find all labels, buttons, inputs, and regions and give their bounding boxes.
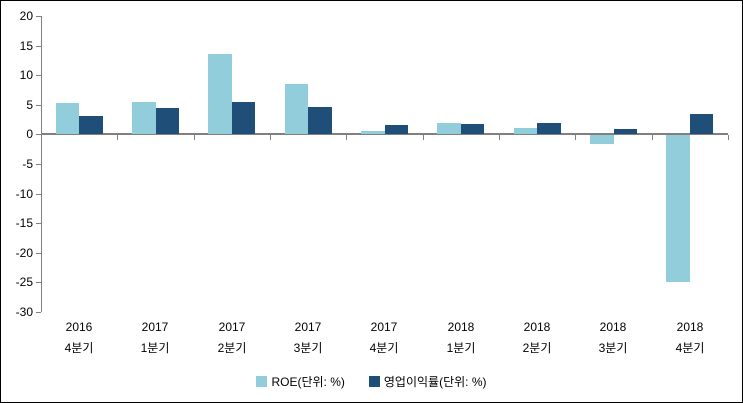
y-axis-tick	[36, 282, 41, 283]
x-axis-label: 2018 1분기	[423, 317, 499, 359]
x-axis-label-year: 2017	[370, 320, 398, 334]
x-axis-tick	[652, 135, 653, 140]
bar-roe	[55, 103, 80, 135]
legend-swatch-operating-margin-icon	[368, 376, 380, 387]
y-axis-label: -15	[15, 216, 33, 230]
x-axis-label-quarter: 3분기	[598, 341, 628, 355]
legend: ROE(단위: %) 영업이익률(단위: %)	[1, 373, 742, 390]
y-axis-label: 15	[19, 39, 33, 53]
bar-operating-margin	[79, 115, 103, 135]
bar-operating-margin	[689, 114, 714, 135]
x-axis-label-year: 2016	[65, 320, 93, 334]
x-axis-label-year: 2017	[218, 320, 246, 334]
bar-operating-margin	[308, 107, 332, 135]
x-axis-label: 2017 4분기	[346, 317, 422, 359]
y-axis-tick	[36, 223, 41, 224]
x-axis-label-quarter: 4분기	[369, 341, 399, 355]
x-axis-label: 2017 3분기	[270, 317, 346, 359]
bar-roe	[666, 135, 690, 283]
y-axis-tick	[36, 253, 41, 254]
legend-swatch-roe-icon	[256, 376, 268, 387]
x-axis-label-year: 2017	[294, 320, 322, 334]
x-axis-label: 2018 3분기	[575, 317, 651, 359]
legend-label-roe: ROE(단위: %)	[271, 375, 345, 389]
bar-roe	[361, 130, 385, 135]
x-axis-tick	[117, 135, 118, 140]
y-axis-label: 20	[19, 9, 33, 23]
bar-roe	[284, 84, 309, 135]
x-axis-label-quarter: 1분기	[446, 341, 476, 355]
bar-operating-margin	[231, 102, 256, 135]
x-axis-label: 2017 1분기	[117, 317, 193, 359]
x-axis-label-year: 2018	[599, 320, 627, 334]
bar-operating-margin	[613, 128, 637, 135]
x-axis-label: 2018 2분기	[499, 317, 575, 359]
y-axis-label: 10	[19, 68, 33, 82]
y-axis-tick	[36, 16, 41, 17]
y-axis-label: -5	[22, 157, 33, 171]
x-axis-label-year: 2017	[141, 320, 169, 334]
x-axis-label: 2018 4분기	[652, 317, 728, 359]
x-axis-label-year: 2018	[523, 320, 551, 334]
bar-operating-margin	[384, 124, 408, 135]
y-axis-label: 0	[26, 127, 33, 141]
bar-operating-margin	[460, 124, 485, 135]
y-axis-line	[41, 16, 42, 312]
legend-label-operating-margin: 영업이익률(단위: %)	[383, 375, 487, 389]
x-axis-label: 2016 4분기	[41, 317, 117, 359]
x-axis-label-year: 2018	[447, 320, 475, 334]
x-axis-label-quarter: 4분기	[675, 341, 705, 355]
x-axis-label-quarter: 2분기	[522, 341, 552, 355]
y-axis-label: -25	[15, 275, 33, 289]
bar-roe	[513, 127, 538, 135]
y-axis-label: -30	[15, 305, 33, 319]
x-axis-label-quarter: 4분기	[64, 341, 94, 355]
y-axis-label: -10	[15, 187, 33, 201]
bar-roe	[208, 53, 232, 135]
bar-roe	[132, 101, 156, 135]
x-axis-tick	[346, 135, 347, 140]
x-axis-label: 2017 2분기	[194, 317, 270, 359]
x-axis-tick	[575, 135, 576, 140]
y-axis-tick	[36, 312, 41, 313]
y-axis-tick	[36, 46, 41, 47]
y-axis-tick	[36, 75, 41, 76]
bar-roe	[437, 122, 461, 135]
y-axis-label: 5	[26, 98, 33, 112]
y-axis-tick	[36, 134, 41, 135]
x-axis-label-quarter: 3분기	[293, 341, 323, 355]
x-axis-tick	[499, 135, 500, 140]
y-axis-tick	[36, 194, 41, 195]
x-axis-label-quarter: 2분기	[217, 341, 247, 355]
bar-operating-margin	[155, 107, 179, 135]
legend-item-roe: ROE(단위: %)	[256, 373, 345, 390]
x-axis-tick	[270, 135, 271, 140]
y-axis-tick	[36, 164, 41, 165]
x-axis-tick	[194, 135, 195, 140]
x-axis-tick	[728, 135, 729, 140]
legend-item-operating-margin: 영업이익률(단위: %)	[368, 373, 487, 390]
x-axis-label-quarter: 1분기	[140, 341, 170, 355]
y-axis-label: -20	[15, 246, 33, 260]
x-axis-label-year: 2018	[676, 320, 704, 334]
bar-operating-margin	[537, 122, 561, 135]
y-axis-tick	[36, 105, 41, 106]
bar-roe	[590, 135, 614, 144]
x-axis-tick	[423, 135, 424, 140]
